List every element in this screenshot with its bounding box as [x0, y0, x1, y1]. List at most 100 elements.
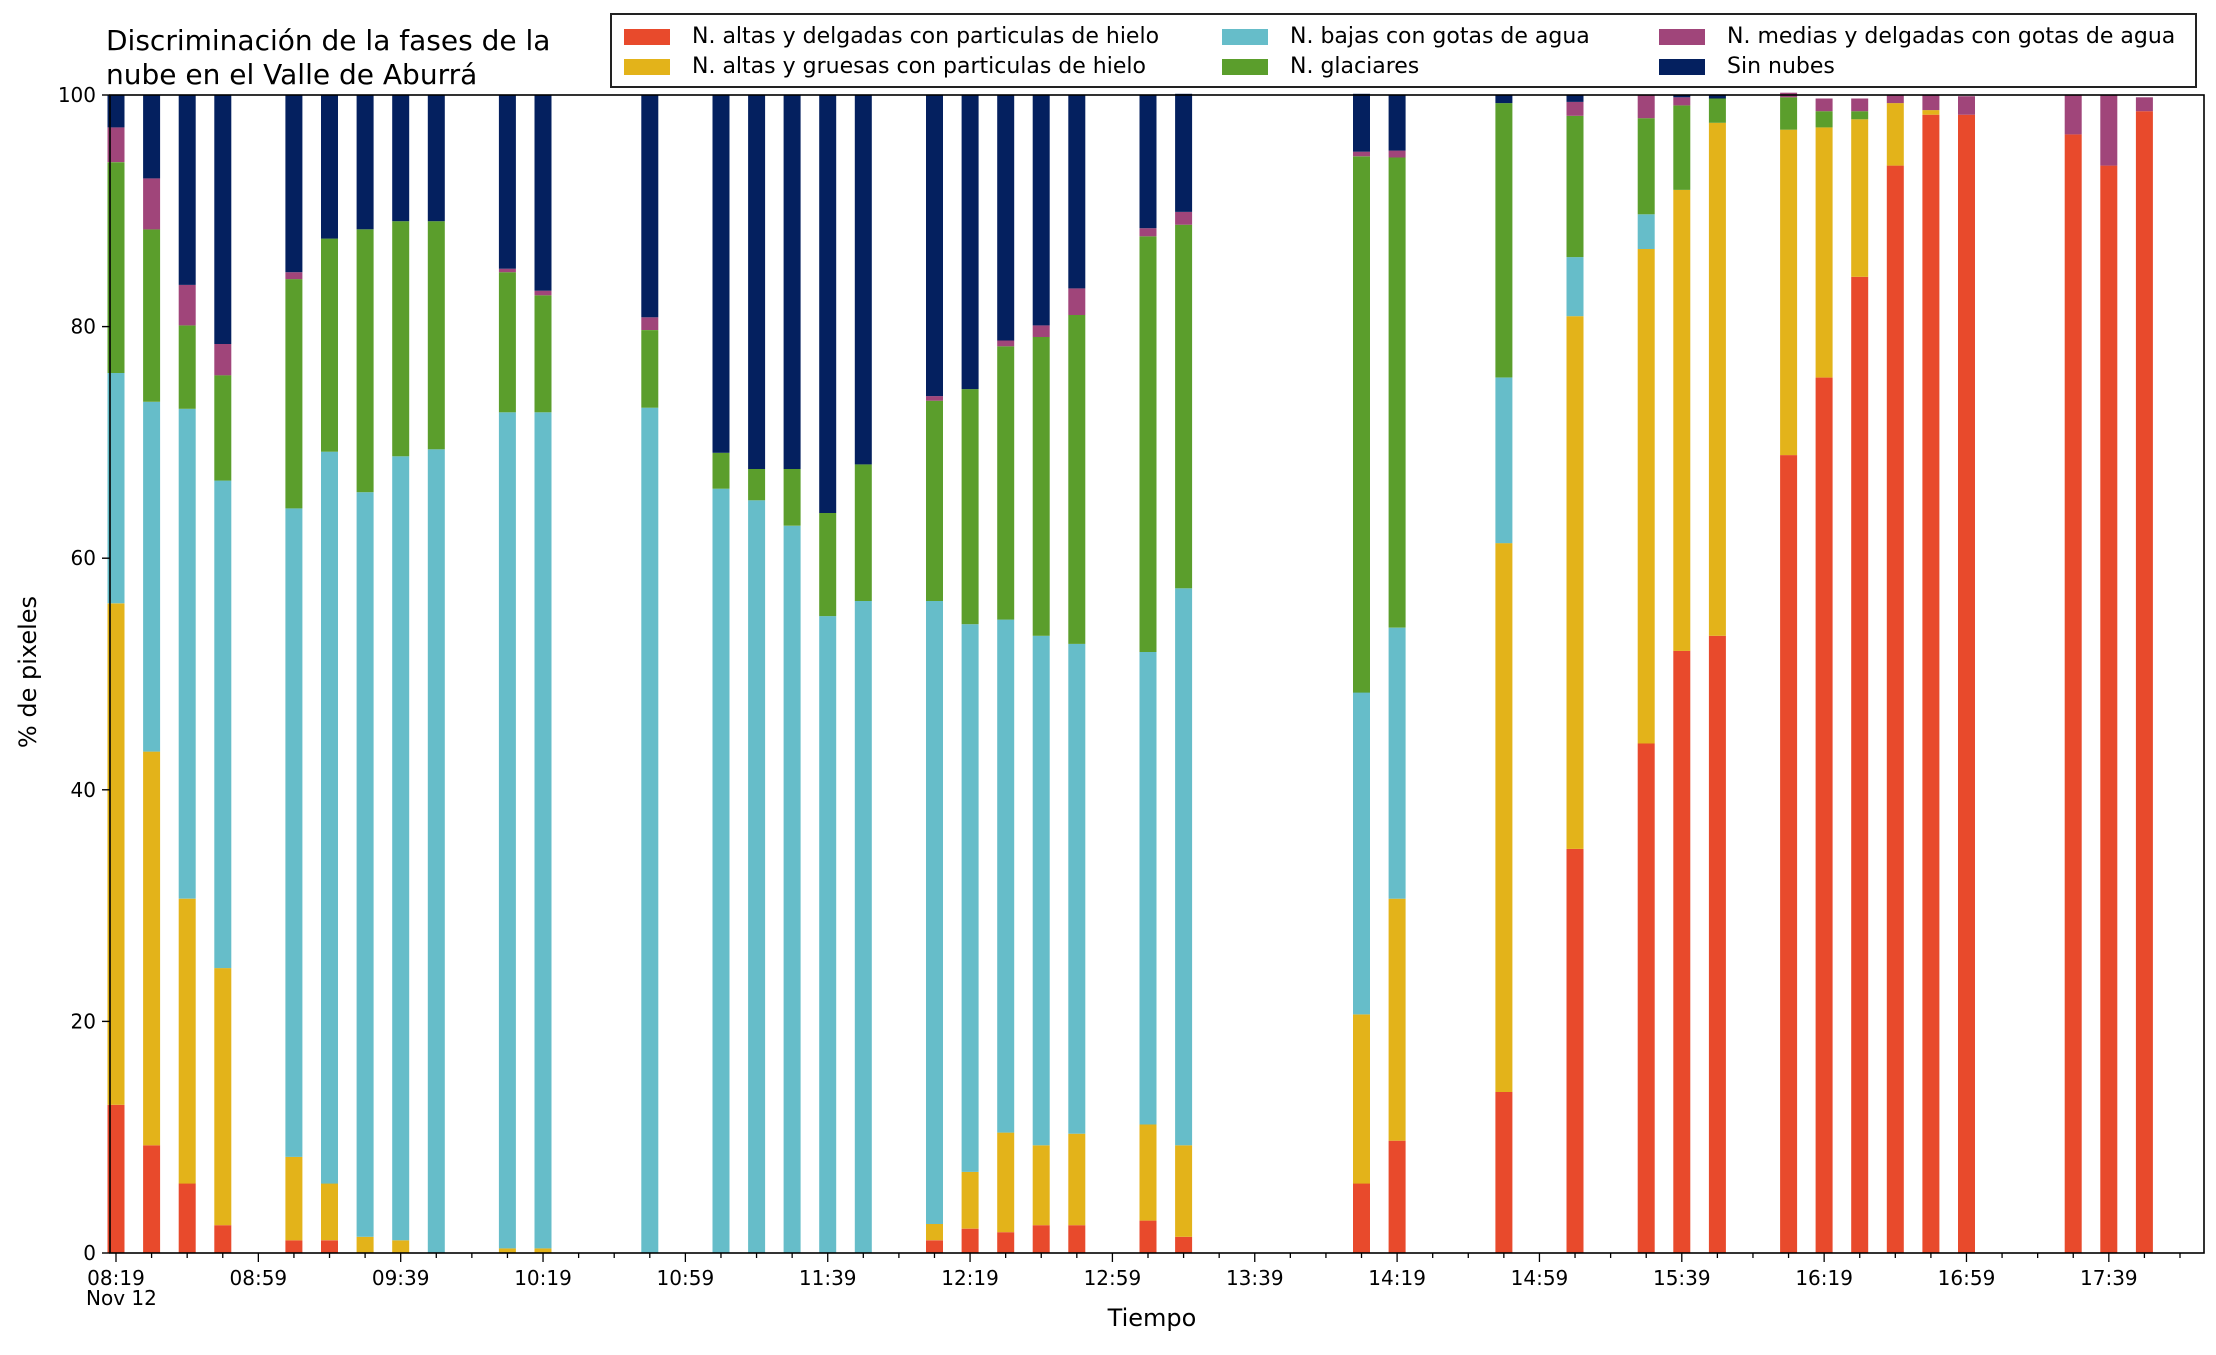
axes-layer: 0 20 40 60 80 100 08:19 08:59 09:39 10:19 10:59 11:…	[58, 83, 2205, 1290]
bar-segment-1419-s4	[1388, 150, 1406, 158]
bar-segment-1659-s4	[1958, 96, 1975, 115]
bar-segment-0919-s2	[321, 451, 338, 1184]
bar-segment-0849-s5	[214, 95, 232, 344]
bar-segment-1049-s5	[641, 95, 659, 318]
bar-segment-1239-s3	[1032, 337, 1050, 636]
bar-segment-1649-s1	[1922, 110, 1940, 115]
x-tick-label-1059: 10:59	[657, 1266, 715, 1290]
bar-segment-1229-s1	[997, 1132, 1015, 1233]
bar-segment-1309-s3	[1139, 236, 1157, 653]
bar-segment-0949-s2	[427, 449, 445, 1253]
bar-segment-1239-s2	[1032, 635, 1050, 1146]
bar-segment-1249-s4	[1068, 288, 1086, 315]
bar-segment-1009-s5	[498, 95, 516, 269]
bar-segment-0829-s3	[143, 229, 161, 402]
x-tick-label-1619: 16:19	[1795, 1266, 1853, 1290]
bar-segment-1649-s0	[1922, 114, 1940, 1254]
bar-segment-1629-s4	[1851, 98, 1869, 112]
legend-label-0: N. altas y delgadas con particulas de hi…	[692, 24, 1160, 49]
bar-segment-0849-s1	[214, 968, 232, 1226]
bar-segment-1539-s1	[1673, 190, 1691, 651]
bar-segment-1649-s4	[1922, 95, 1940, 111]
bar-segment-1319-s3	[1175, 224, 1193, 589]
bar-segment-1019-s3	[534, 295, 552, 413]
bar-segment-0909-s4	[285, 272, 303, 280]
bar-segment-1619-s4	[1815, 98, 1833, 112]
bar-segment-0919-s3	[321, 238, 338, 452]
legend-swatch-1	[624, 59, 670, 75]
bar-segment-0919-s1	[321, 1183, 338, 1241]
bar-segment-1219-s0	[961, 1228, 979, 1253]
bar-segment-0849-s2	[214, 480, 232, 969]
bar-segment-0849-s3	[214, 375, 232, 481]
bar-segment-1149-s3	[854, 464, 872, 601]
bar-segment-1249-s3	[1068, 315, 1086, 644]
bar-segment-0819-s1	[107, 603, 125, 1105]
legend-label-2: N. bajas con gotas de agua	[1290, 24, 1590, 49]
bar-segment-1609-s3	[1780, 97, 1798, 130]
bar-segment-1629-s3	[1851, 111, 1869, 120]
bar-segment-1409-s3	[1353, 156, 1370, 693]
bar-segment-1049-s4	[641, 317, 659, 330]
bar-segment-1549-s1	[1708, 122, 1726, 636]
x-tick-label-1219: 12:19	[941, 1266, 999, 1290]
bar-segment-1619-s1	[1815, 127, 1833, 378]
bar-segment-1239-s5	[1032, 95, 1050, 326]
x-tick-label-0939: 09:39	[372, 1266, 430, 1290]
bar-segment-1249-s0	[1068, 1225, 1086, 1253]
bar-segment-0929-s5	[356, 95, 374, 230]
bar-segment-1139-s3	[819, 513, 837, 617]
y-tick-label-80: 80	[71, 315, 96, 339]
bar-segment-0929-s2	[356, 492, 374, 1237]
bar-segment-1729-s0	[2064, 134, 2082, 1253]
bar-segment-1049-s3	[641, 330, 659, 408]
bar-segment-1739-s0	[2100, 165, 2118, 1254]
bar-segment-1009-s4	[498, 268, 516, 273]
legend-label-5: Sin nubes	[1727, 54, 1835, 79]
bar-segment-1209-s1	[926, 1224, 943, 1241]
bar-segment-1209-s4	[926, 396, 943, 401]
bar-segment-0839-s3	[178, 325, 196, 409]
bar-segment-0939-s2	[392, 456, 410, 1241]
x-tick-label-1539: 15:39	[1653, 1266, 1711, 1290]
bar-segment-0829-s0	[143, 1145, 161, 1253]
bar-segment-0839-s0	[178, 1183, 196, 1253]
bar-segment-0909-s0	[285, 1240, 303, 1253]
legend-swatch-0	[624, 29, 670, 45]
bar-segment-0829-s2	[143, 401, 161, 752]
bar-segment-1449-s0	[1495, 1092, 1513, 1253]
bar-segment-0819-s0	[107, 1104, 125, 1253]
x-axis-label: Tiempo	[1107, 1304, 1197, 1332]
bar-segment-1749-s4	[2135, 97, 2153, 112]
y-tick-label-60: 60	[71, 546, 96, 570]
bar-segment-1209-s2	[926, 601, 943, 1224]
legend-swatch-3	[1222, 59, 1268, 75]
bar-segment-1419-s0	[1388, 1140, 1406, 1253]
bar-segment-1049-s2	[641, 407, 659, 1253]
bar-segment-1229-s0	[997, 1232, 1015, 1253]
bar-segment-1659-s0	[1958, 114, 1975, 1254]
x-tick-label-1739: 17:39	[2080, 1266, 2138, 1290]
bar-segment-1149-s2	[854, 601, 872, 1253]
bar-segment-1309-s4	[1139, 228, 1157, 237]
bar-segment-1209-s3	[926, 400, 943, 601]
bar-segment-1639-s1	[1886, 103, 1904, 166]
bar-segment-1539-s3	[1673, 105, 1691, 190]
bar-segment-1239-s4	[1032, 325, 1050, 337]
bar-segment-1239-s1	[1032, 1145, 1050, 1226]
bar-segment-1619-s3	[1815, 111, 1833, 128]
bar-segment-0849-s0	[214, 1225, 232, 1253]
bar-segment-1539-s5	[1673, 95, 1691, 98]
legend-swatch-5	[1659, 59, 1705, 75]
bar-segment-1309-s0	[1139, 1220, 1157, 1253]
bar-segment-1219-s3	[961, 389, 979, 625]
chart-title-line-1: Discriminación de la fases de la	[106, 24, 551, 57]
bar-segment-1119-s3	[748, 469, 766, 501]
bar-segment-1219-s2	[961, 624, 979, 1172]
bar-segment-0819-s2	[107, 372, 125, 604]
bar-segment-1139-s5	[819, 95, 837, 513]
bar-segment-1509-s2	[1566, 257, 1584, 317]
bar-segment-1019-s2	[534, 412, 552, 1249]
y-tick-label-100: 100	[58, 83, 96, 107]
bar-segment-1139-s2	[819, 616, 837, 1253]
